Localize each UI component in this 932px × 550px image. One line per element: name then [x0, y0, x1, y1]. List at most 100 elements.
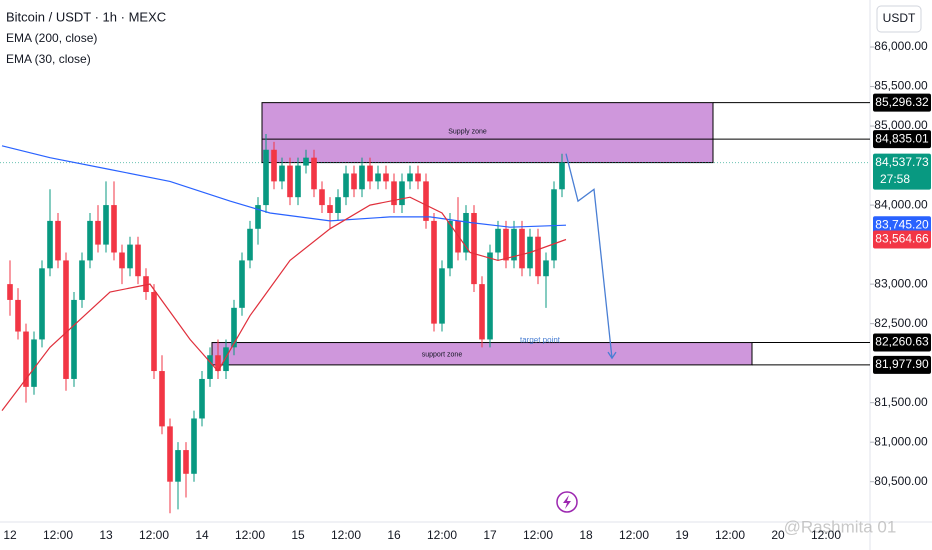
candle-body: [15, 299, 21, 332]
candle-body: [551, 189, 557, 261]
candle-body: [367, 165, 373, 182]
candle-body: [191, 418, 197, 474]
x-tick-label: 13: [99, 528, 113, 542]
candle-body: [407, 173, 413, 182]
candle-body: [263, 149, 269, 206]
candle-body: [399, 181, 405, 206]
x-tick-label: 12:00: [715, 528, 745, 542]
candle-body: [327, 205, 333, 213]
candle-body: [543, 260, 549, 277]
candle-body: [159, 371, 165, 427]
candle-body: [471, 212, 477, 285]
candle-body: [383, 173, 389, 182]
price-tag-label: 83,564.66: [875, 232, 929, 246]
currency-button[interactable]: [876, 5, 922, 33]
candle-body: [255, 205, 261, 229]
indicator-legend: EMA (30, close): [6, 52, 91, 66]
x-tick-label: 12:00: [427, 528, 457, 542]
candle-body: [311, 157, 317, 190]
candle-body: [319, 189, 325, 206]
y-tick-label: 84,000.00: [874, 197, 928, 211]
price-tag-label: 83,745.20: [875, 217, 929, 231]
x-tick-label: 12:00: [235, 528, 265, 542]
candle-body: [295, 165, 301, 198]
price-tag: [873, 216, 931, 235]
arrow-head: [607, 351, 617, 360]
candle-body: [167, 426, 173, 482]
y-tick-label: 86,000.00: [874, 39, 928, 53]
x-tick-label: 14: [195, 528, 209, 542]
candle-body: [95, 220, 101, 245]
candle-body: [343, 173, 349, 198]
plot: Supply zone support zone target point: [0, 102, 870, 514]
price-tag: [873, 333, 931, 352]
y-tick-label: 85,500.00: [874, 79, 928, 93]
candle-body: [103, 205, 109, 245]
x-tick-label: 12:00: [331, 528, 361, 542]
price-tag: [873, 130, 931, 149]
candle-body: [351, 173, 357, 190]
event-icon[interactable]: [556, 491, 578, 513]
candle-body: [207, 355, 213, 379]
candle-body: [119, 252, 125, 269]
candle-body: [199, 378, 205, 419]
candle-body: [559, 162, 565, 190]
x-tick-label: 12:00: [139, 528, 169, 542]
ema-line: [1, 145, 567, 228]
candle-body: [287, 165, 293, 198]
y-tick-label: 80,500.00: [874, 474, 928, 488]
currency-button-label[interactable]: USDT: [883, 11, 916, 25]
candle-body: [503, 228, 509, 261]
candle-body: [151, 292, 157, 372]
price-axis: 86,000.00 85,500.00 85,000.00 84,000.00 83,0…: [870, 39, 931, 488]
candle-body: [7, 284, 13, 300]
candle-body: [223, 347, 229, 372]
candle-body: [463, 212, 469, 253]
projection-arrow: [565, 153, 613, 359]
candle-body: [63, 260, 69, 379]
candle-body: [23, 331, 29, 387]
candle-body: [487, 252, 493, 340]
zone-label: support zone: [422, 351, 463, 358]
x-tick-label: 12:00: [523, 528, 553, 542]
candle-body: [87, 220, 93, 261]
candle-body: [39, 268, 45, 340]
candle-body: [55, 220, 61, 261]
indicator-legend: EMA (200, close): [6, 31, 97, 45]
candle-body: [415, 173, 421, 182]
candle-body: [247, 228, 253, 261]
candle-body: [455, 220, 461, 253]
price-tag: [873, 153, 931, 190]
zone: [261, 102, 714, 164]
price-tag-label: 84,537.73: [875, 155, 929, 169]
price-tag-label: 82,260.63: [875, 335, 929, 349]
candle-body: [231, 307, 237, 348]
candle-body: [447, 220, 453, 269]
candle-body: [239, 260, 245, 308]
annotation-label: target point: [520, 336, 561, 345]
candle-body: [391, 181, 397, 206]
candle-body: [511, 228, 517, 261]
candle-body: [135, 244, 141, 277]
x-tick-label: 15: [291, 528, 305, 542]
price-tag-label: 84,835.01: [875, 131, 929, 145]
candle-body: [47, 220, 53, 269]
candle-body: [495, 228, 501, 253]
price-tag: [873, 93, 931, 112]
candle-body: [375, 173, 381, 182]
candle-body: [335, 197, 341, 213]
watermark: @Rashmita 01: [784, 517, 897, 536]
candle-body: [183, 450, 189, 474]
x-tick-label: 17: [483, 528, 497, 542]
x-tick-label: 18: [579, 528, 593, 542]
price-tag-label: 85,296.32: [875, 95, 929, 109]
y-tick-label: 83,000.00: [874, 276, 928, 290]
zone-label: Supply zone: [448, 128, 487, 135]
countdown: 27:58: [880, 172, 910, 186]
y-tick-label: 82,500.00: [874, 316, 928, 330]
chart-title: Bitcoin / USDT · 1h · MEXC: [6, 9, 166, 24]
candle-body: [143, 276, 149, 293]
y-tick-label: 81,000.00: [874, 434, 928, 448]
ema-line: [1, 196, 567, 411]
